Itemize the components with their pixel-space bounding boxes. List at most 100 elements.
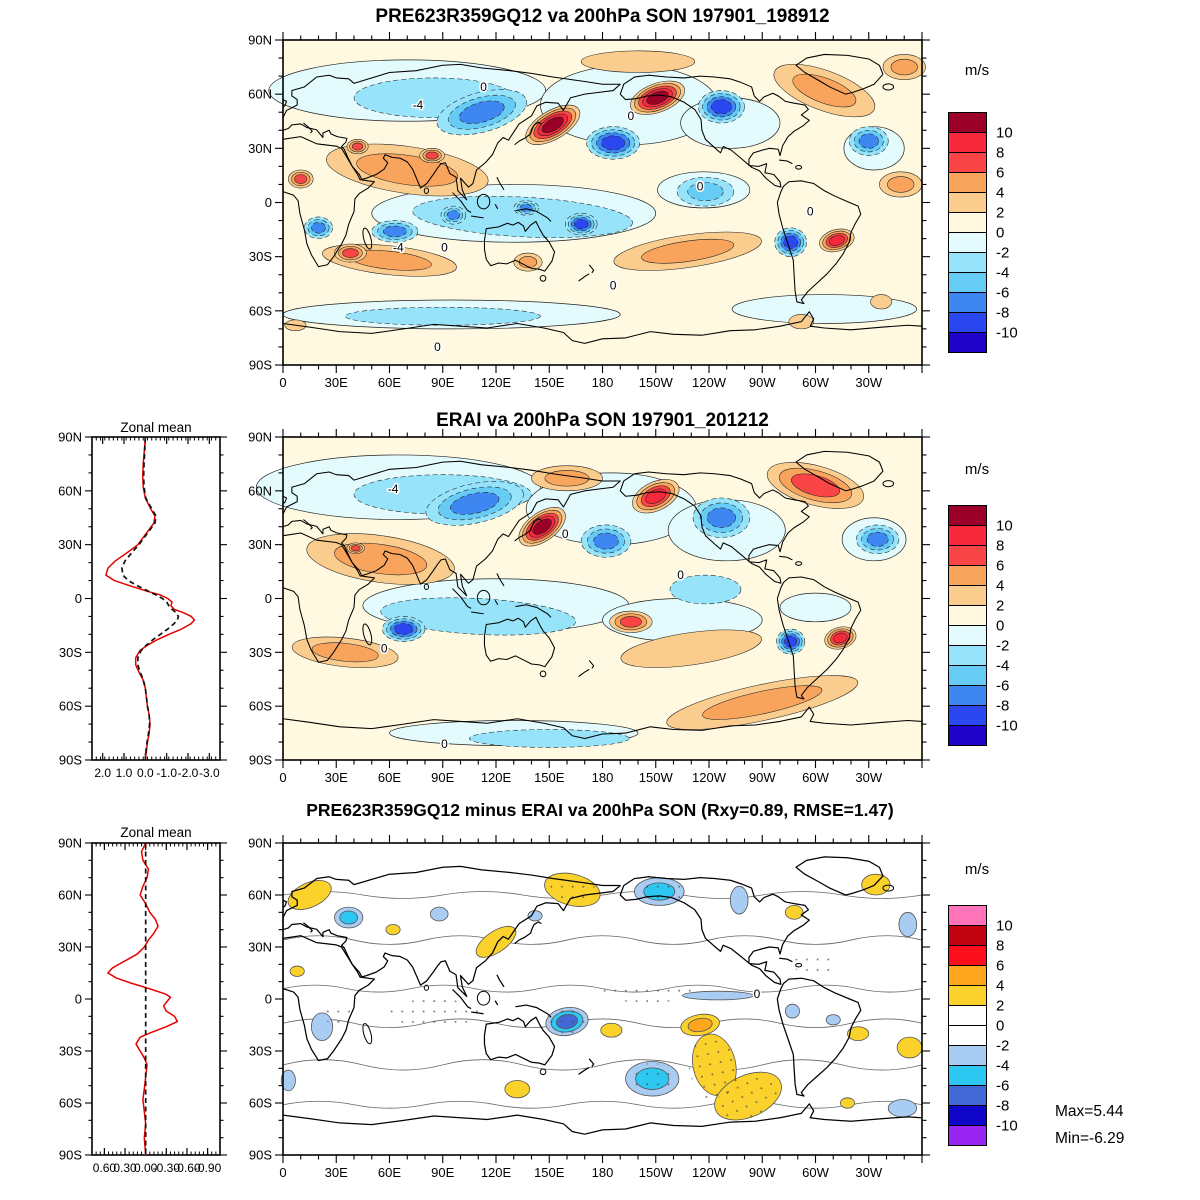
svg-text:60S: 60S (59, 1096, 82, 1111)
svg-text:90N: 90N (248, 836, 272, 851)
svg-text:-8: -8 (996, 698, 1009, 715)
svg-text:0: 0 (441, 241, 448, 255)
svg-text:2: 2 (996, 205, 1004, 222)
svg-text:30S: 30S (249, 249, 272, 264)
svg-text:60W: 60W (802, 770, 829, 785)
svg-text:0: 0 (265, 992, 272, 1007)
svg-text:30N: 30N (248, 940, 272, 955)
svg-text:150W: 150W (639, 770, 674, 785)
svg-text:0.30: 0.30 (113, 1161, 137, 1175)
svg-text:0: 0 (279, 770, 286, 785)
svg-text:30N: 30N (248, 537, 272, 552)
svg-text:-4: -4 (996, 658, 1009, 675)
svg-text:30E: 30E (325, 375, 348, 390)
svg-text:-3.0: -3.0 (199, 766, 220, 780)
svg-text:150E: 150E (534, 1165, 565, 1180)
svg-text:-10: -10 (996, 325, 1018, 342)
panel3-title: PRE623R359GQ12 minus ERAI va 200hPa SON … (306, 800, 894, 820)
svg-text:6: 6 (996, 165, 1004, 182)
svg-text:60E: 60E (378, 375, 401, 390)
svg-text:-0.90: -0.90 (194, 1161, 222, 1175)
svg-text:30W: 30W (855, 375, 882, 390)
svg-text:-4: -4 (393, 241, 404, 255)
svg-text:-2: -2 (996, 638, 1009, 655)
svg-text:120W: 120W (692, 770, 727, 785)
svg-text:2.0: 2.0 (94, 766, 111, 780)
svg-text:30W: 30W (855, 1165, 882, 1180)
zonal-mean-title-erai: Zonal mean (120, 420, 192, 435)
svg-text:0: 0 (697, 179, 704, 193)
svg-text:-4: -4 (996, 1058, 1009, 1075)
svg-text:90N: 90N (248, 430, 272, 445)
svg-text:90N: 90N (248, 33, 272, 48)
svg-text:60N: 60N (248, 87, 272, 102)
colorbar2-units: m/s (964, 461, 990, 478)
svg-text:0: 0 (610, 279, 617, 293)
svg-text:-0.30: -0.30 (153, 1161, 181, 1175)
stats-block: Max=5.44 Min=-6.29 (1055, 1098, 1124, 1152)
zonal-mean-plot-erai: 2.0 1.0 0.0 -1.0 -2.0 -3.0 90N 60N 30N 0 30S 60S 90S (58, 430, 227, 780)
svg-text:0.0: 0.0 (137, 766, 154, 780)
svg-text:90E: 90E (431, 770, 454, 785)
svg-text:90E: 90E (431, 375, 454, 390)
svg-text:0: 0 (75, 992, 82, 1007)
svg-text:8: 8 (996, 145, 1004, 162)
svg-text:-8: -8 (996, 1098, 1009, 1115)
svg-text:8: 8 (996, 538, 1004, 555)
svg-text:4: 4 (996, 578, 1004, 595)
svg-text:60S: 60S (59, 699, 82, 714)
svg-text:-2.0: -2.0 (178, 766, 199, 780)
svg-text:30W: 30W (855, 770, 882, 785)
svg-text:60S: 60S (249, 1096, 272, 1111)
svg-text:30S: 30S (249, 645, 272, 660)
colorbar3: 10 8 6 4 2 0 -2 -4 -6 -8 -10 (948, 905, 1018, 1146)
svg-text:30N: 30N (58, 940, 82, 955)
svg-text:-6: -6 (996, 678, 1009, 695)
svg-text:2: 2 (996, 998, 1004, 1015)
svg-text:0.00: 0.00 (134, 1161, 158, 1175)
svg-text:0: 0 (562, 527, 569, 541)
svg-text:120E: 120E (481, 1165, 512, 1180)
svg-text:0: 0 (628, 109, 635, 123)
zonal-mean-title-diff: Zonal mean (120, 825, 192, 840)
svg-text:30N: 30N (58, 537, 82, 552)
svg-text:90W: 90W (749, 1165, 776, 1180)
model-map: 0 30E 60E 90E 120E 150E 180 150W 120W 90W 60W 30W 90… (248, 32, 930, 390)
svg-text:0: 0 (996, 618, 1004, 635)
colorbar1: 10 8 6 4 2 0 -2 -4 -6 -8 -10 (948, 112, 1018, 353)
svg-text:60W: 60W (802, 1165, 829, 1180)
difference-map: 0 30E 60E 90E 120E 150E 180 150W 120W 90W 60W 30W 90… (248, 835, 930, 1180)
svg-text:60E: 60E (378, 1165, 401, 1180)
svg-text:0: 0 (75, 591, 82, 606)
svg-text:8: 8 (996, 938, 1004, 955)
svg-text:30S: 30S (59, 645, 82, 660)
colorbar3-units: m/s (964, 861, 990, 878)
svg-text:0: 0 (754, 987, 761, 1001)
svg-text:10: 10 (996, 918, 1013, 935)
svg-text:-6: -6 (996, 1078, 1009, 1095)
svg-text:30E: 30E (325, 770, 348, 785)
svg-text:0: 0 (480, 80, 487, 94)
svg-text:60N: 60N (58, 483, 82, 498)
svg-text:150E: 150E (534, 770, 565, 785)
svg-text:90S: 90S (59, 1148, 82, 1163)
svg-text:150E: 150E (534, 375, 565, 390)
svg-text:-6: -6 (996, 285, 1009, 302)
svg-text:-1.0: -1.0 (156, 766, 177, 780)
svg-text:30E: 30E (325, 1165, 348, 1180)
svg-text:30N: 30N (248, 141, 272, 156)
erai-map: 0 30E 60E 90E 120E 150E 180 150W 120W 90W 60W 30W 90… (248, 429, 930, 785)
svg-text:90W: 90W (749, 375, 776, 390)
svg-text:10: 10 (996, 125, 1013, 142)
svg-text:0: 0 (279, 1165, 286, 1180)
zonal-mean-plot-diff: 0.600.300.00-0.30-0.60-0.90 90N 60N 30N 0 30S… (58, 836, 227, 1175)
stat-min: Min=-6.29 (1055, 1130, 1125, 1148)
svg-text:6: 6 (996, 958, 1004, 975)
svg-text:4: 4 (996, 185, 1004, 202)
svg-text:0: 0 (265, 591, 272, 606)
svg-text:0: 0 (807, 205, 814, 219)
stat-max: Max=5.44 (1055, 1103, 1124, 1120)
svg-text:120E: 120E (481, 375, 512, 390)
svg-text:-2: -2 (996, 245, 1009, 262)
